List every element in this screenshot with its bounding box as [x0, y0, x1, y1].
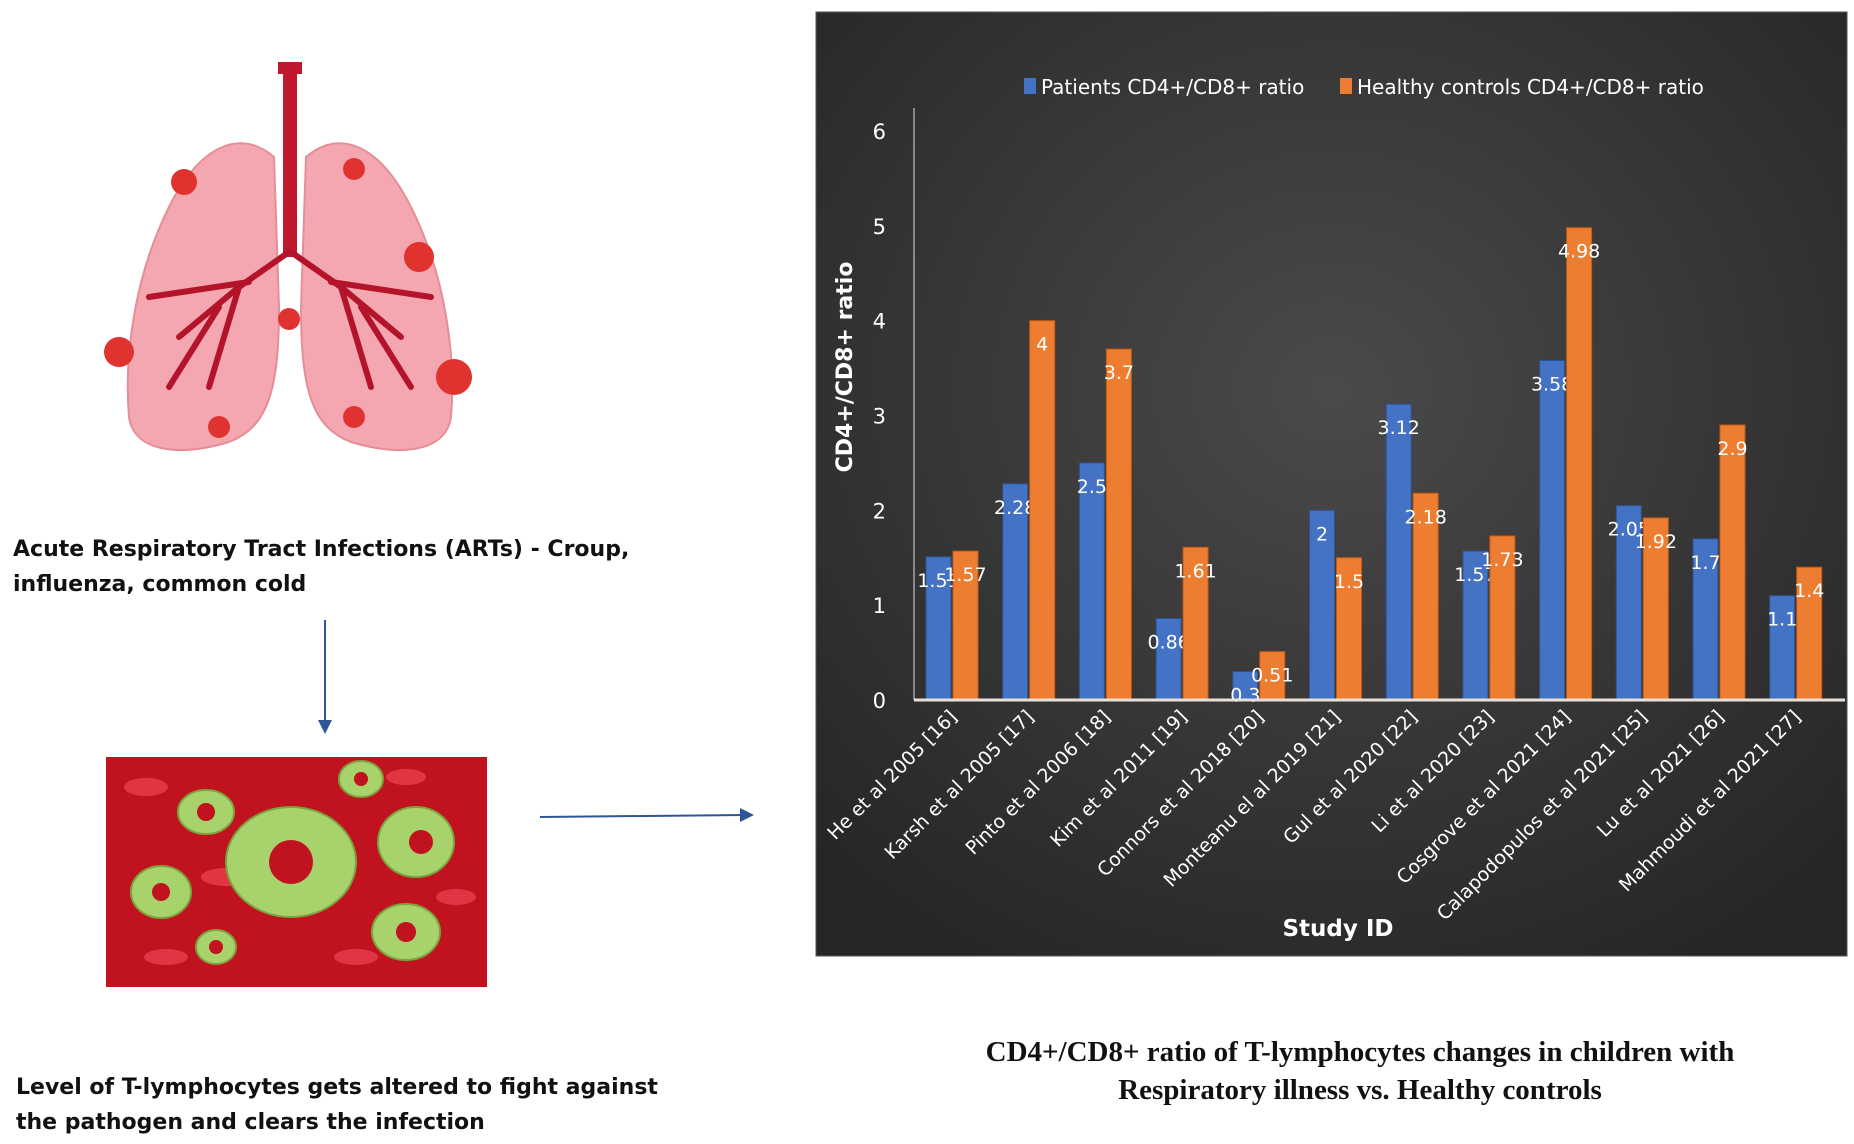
y-axis-label: CD4+/CD8+ ratio	[833, 262, 858, 473]
bar-controls	[1719, 424, 1746, 701]
y-tick-label: 5	[873, 215, 886, 239]
legend: Patients CD4+/CD8+ ratio Healthy control…	[1024, 75, 1704, 99]
bar-controls	[1336, 557, 1362, 701]
data-label: 1.92	[1635, 531, 1677, 553]
y-tick-label: 4	[873, 310, 886, 334]
bar-controls	[1029, 320, 1056, 701]
tcell-text-line: Level of T-lymphocytes gets altered to f…	[16, 1075, 658, 1100]
y-tick-label: 0	[873, 689, 886, 713]
bar-patients	[1002, 483, 1029, 701]
data-label: 4.98	[1558, 241, 1600, 263]
down-arrow	[318, 620, 332, 734]
bar-patients	[1462, 550, 1489, 701]
data-label: 4	[1036, 334, 1048, 356]
bar-controls	[1259, 651, 1286, 701]
bar-controls	[1642, 517, 1669, 701]
data-label: 2.5	[1077, 476, 1107, 498]
bar-patients	[1155, 617, 1182, 701]
data-label: 0.3	[1230, 685, 1260, 707]
data-label: 2.28	[994, 497, 1036, 519]
x-axis-label: Study ID	[1282, 916, 1393, 942]
legend-controls: Healthy controls CD4+/CD8+ ratio	[1357, 75, 1704, 99]
tcell-text: Level of T-lymphocytes gets altered to f…	[16, 1070, 658, 1140]
legend-patients: Patients CD4+/CD8+ ratio	[1041, 75, 1304, 99]
y-tick-label: 3	[873, 405, 886, 429]
right-arrow	[540, 808, 754, 822]
lungs-illustration	[104, 62, 472, 451]
data-label: 2	[1316, 523, 1328, 545]
data-label: 2.9	[1717, 438, 1747, 460]
data-label: 0.86	[1147, 631, 1189, 653]
figure-caption: CD4+/CD8+ ratio of T-lymphocytes changes…	[860, 1033, 1854, 1109]
bar-controls	[1566, 227, 1593, 701]
data-label: 1.61	[1174, 560, 1216, 582]
data-label: 2.18	[1405, 506, 1447, 528]
bar-controls	[952, 550, 979, 701]
data-label: 1.4	[1794, 580, 1824, 602]
caption-line: Respiratory illness vs. Healthy controls	[1118, 1074, 1602, 1106]
data-label: 1.7	[1690, 552, 1720, 574]
tcell-text-line: the pathogen and clears the infection	[16, 1110, 485, 1135]
data-label: 1.57	[944, 564, 986, 586]
data-label: 2.05	[1608, 519, 1650, 541]
bar-controls	[1105, 348, 1132, 701]
blood-cells-illustration	[106, 757, 487, 987]
data-label: 1.5	[1334, 571, 1364, 593]
y-tick-label: 1	[873, 594, 886, 618]
bar-patients	[1692, 538, 1719, 701]
data-label: 1.57	[1454, 564, 1496, 586]
infection-text-line: influenza, common cold	[13, 572, 307, 597]
infection-text: Acute Respiratory Tract Infections (ARTs…	[13, 532, 629, 602]
bar-controls	[1489, 535, 1516, 701]
bar-patients	[1385, 403, 1412, 701]
infection-text-line: Acute Respiratory Tract Infections (ARTs…	[13, 537, 630, 562]
data-label: 1.73	[1481, 549, 1523, 571]
bar-patients	[1078, 462, 1105, 701]
data-label: 3.58	[1531, 373, 1573, 395]
data-label: 0.51	[1251, 665, 1293, 687]
bar-patients	[1539, 359, 1566, 701]
chart-background	[815, 11, 1848, 957]
data-label: 3.12	[1378, 417, 1420, 439]
data-label: 1.51	[917, 570, 959, 592]
y-tick-label: 2	[873, 499, 886, 523]
bar-patients	[925, 556, 952, 701]
bar-patients	[1232, 671, 1259, 701]
bar-patients	[1615, 505, 1642, 701]
data-label: 3.7	[1104, 362, 1134, 384]
caption-line: CD4+/CD8+ ratio of T-lymphocytes changes…	[985, 1036, 1735, 1068]
y-tick-label: 6	[873, 120, 886, 144]
bar-patients	[1769, 595, 1796, 701]
data-label: 1.1	[1767, 609, 1797, 631]
